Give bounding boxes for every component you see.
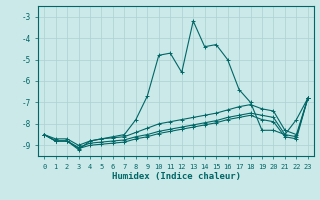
X-axis label: Humidex (Indice chaleur): Humidex (Indice chaleur): [111, 172, 241, 181]
